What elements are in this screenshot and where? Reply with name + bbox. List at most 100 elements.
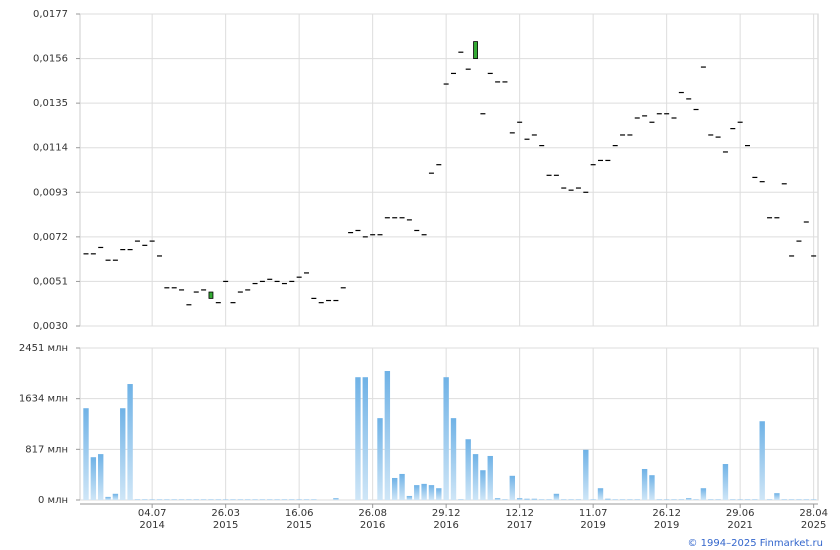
volume-bar [480, 470, 486, 500]
volume-bar [612, 499, 618, 500]
volume-bar [311, 499, 317, 500]
volume-bar [296, 499, 302, 500]
volume-bar [766, 499, 773, 500]
volume-bar [568, 499, 574, 500]
x-tick-label: 29.12 [432, 508, 461, 519]
volume-bar [788, 499, 795, 500]
volume-bar [472, 454, 479, 500]
volume-bar [502, 499, 508, 500]
volume-bar [171, 499, 177, 500]
volume-bar [656, 499, 662, 500]
volume-bar [575, 499, 582, 500]
volume-bar [267, 499, 273, 500]
volume-bar [590, 499, 596, 500]
y-tick-label: 0,0051 [33, 276, 68, 287]
volume-bar [634, 499, 640, 500]
volume-bar [663, 499, 670, 500]
x-tick-label: 29.06 [726, 508, 755, 519]
volume-bar [333, 498, 339, 500]
y-tick-label: 0,0093 [33, 187, 68, 198]
footer: © 1994–2025 Finmarket.ru [687, 538, 823, 549]
volume-bar [98, 454, 104, 500]
volume-bar [546, 499, 552, 500]
volume-bar [230, 499, 236, 500]
volume-bar [303, 499, 310, 500]
volume-bar [127, 384, 133, 500]
volume-bar [458, 499, 464, 500]
y-tick-label: 1634 млн [19, 394, 68, 405]
volume-bar [561, 499, 567, 500]
volume-bar [641, 468, 648, 500]
volume-bar [355, 377, 361, 500]
volume-bar [289, 499, 295, 500]
volume-bar [134, 499, 141, 500]
x-tick-label: 2021 [727, 520, 752, 531]
volume-bar [759, 421, 765, 500]
volume-bar [553, 493, 560, 500]
y-tick-label: 0,0135 [33, 98, 68, 109]
x-tick-label: 2014 [139, 520, 164, 531]
volume-bar [678, 499, 685, 500]
volume-bar [649, 475, 655, 500]
x-tick-label: 2016 [433, 520, 458, 531]
volume-bar [421, 483, 427, 500]
volume-bar [384, 371, 391, 500]
volume-bar [259, 499, 266, 500]
volume-bar [686, 498, 692, 500]
volume-bar [414, 485, 420, 500]
volume-bar [796, 499, 802, 500]
y-tick-label: 2451 млн [19, 343, 68, 354]
volume-bar [193, 499, 199, 500]
volume-bar [583, 449, 589, 500]
volume-bar [362, 377, 368, 500]
volume-bar [803, 499, 809, 500]
volume-bar [781, 499, 787, 500]
candle [473, 41, 478, 59]
volume-bar [524, 498, 530, 500]
volume-bar [149, 499, 155, 500]
volume-bar [222, 499, 229, 500]
y-tick-label: 0 млн [38, 495, 68, 506]
volume-bar [245, 499, 251, 500]
x-tick-label: 2019 [654, 520, 679, 531]
volume-bar [200, 499, 207, 500]
volume-bar [597, 488, 604, 500]
price-panel [79, 13, 819, 327]
x-tick-label: 2025 [801, 520, 826, 531]
volume-bar [428, 485, 435, 500]
volume-bar [274, 499, 280, 500]
volume-bar [406, 495, 413, 500]
volume-bar [156, 499, 163, 500]
volume-bar [671, 499, 677, 500]
x-tick-label: 11.07 [579, 508, 608, 519]
volume-bar [186, 499, 192, 500]
volume-bar [744, 499, 751, 500]
x-tick-label: 26.12 [652, 508, 681, 519]
volume-bar [105, 496, 111, 500]
volume-bar [516, 498, 523, 500]
volume-bar [112, 493, 119, 500]
volume-bar [436, 488, 442, 500]
volume-bar [487, 455, 493, 500]
volume-bar [252, 499, 258, 500]
volume-bar [83, 408, 89, 500]
y-tick-label: 0,0072 [33, 232, 68, 243]
volume-bar [752, 499, 758, 500]
volume-bar [715, 499, 721, 500]
volume-bar [377, 418, 383, 500]
volume-bar [494, 498, 501, 500]
volume-bar [164, 499, 170, 500]
volume-bar [120, 408, 126, 500]
volume-bar [627, 499, 633, 500]
volume-bar [142, 499, 148, 500]
x-tick-label: 16.06 [285, 508, 314, 519]
volume-bar [281, 499, 288, 500]
x-tick-label: 2017 [507, 520, 532, 531]
x-tick-label: 26.08 [358, 508, 387, 519]
volume-bar [531, 498, 538, 500]
volume-bar [465, 439, 471, 500]
x-tick-label: 2016 [360, 520, 385, 531]
volume-bar [730, 499, 736, 500]
volume-panel [79, 347, 819, 501]
